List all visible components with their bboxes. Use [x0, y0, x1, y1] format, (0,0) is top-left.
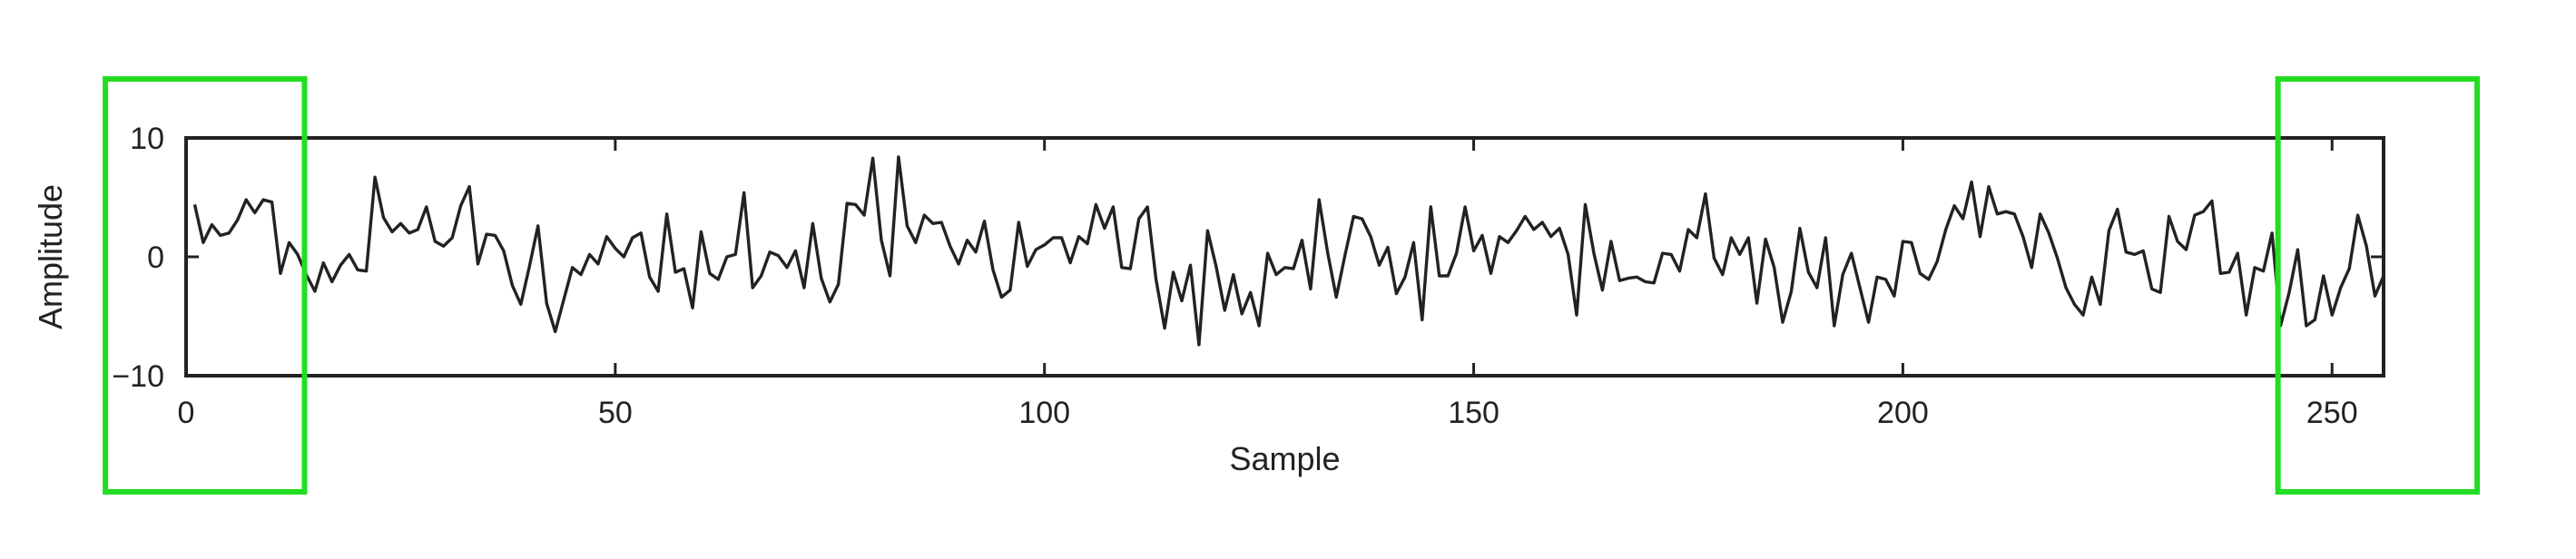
highlight-boxes — [103, 76, 2481, 495]
highlight-box — [103, 76, 308, 495]
x-axis-label: Sample — [1229, 440, 1340, 477]
x-tick-label: 150 — [1448, 396, 1499, 430]
y-tick-label: −10 — [112, 359, 164, 394]
axis-ticks: 0 50 100 150 200 250 −10 0 10 — [112, 122, 2384, 430]
series-line — [192, 155, 2385, 347]
y-tick-label: 0 — [147, 240, 164, 275]
y-tick-label: 10 — [130, 122, 164, 156]
x-tick-label: 200 — [1877, 396, 1929, 430]
x-tick-label: 50 — [598, 396, 633, 430]
x-tick-label: 100 — [1018, 396, 1070, 430]
x-tick-label: 250 — [2306, 396, 2358, 430]
y-axis-label: Amplitude — [32, 184, 69, 329]
x-tick-label: 0 — [178, 396, 195, 430]
highlight-box — [2275, 76, 2481, 495]
